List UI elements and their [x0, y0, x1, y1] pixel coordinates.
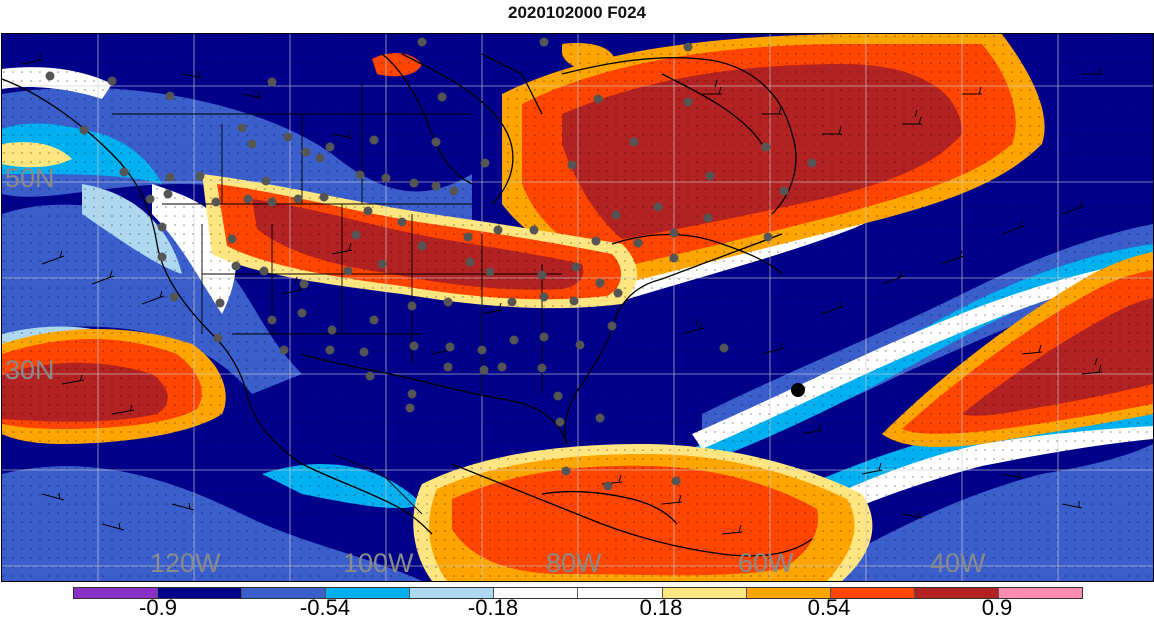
- colorbar-segment: [241, 588, 326, 598]
- lat-label-30n: 30N: [5, 355, 55, 385]
- colorbar-segment: [325, 588, 410, 598]
- colorbar-segment: [577, 588, 662, 598]
- colorbar-segment: [74, 588, 158, 598]
- map-title: 2020102000 F024: [507, 3, 647, 22]
- correlation-map: [2, 34, 1153, 581]
- wind-barbs: [21, 52, 1103, 535]
- colorbar-tick-label: 0.54: [807, 595, 851, 620]
- lon-label-60w: 60W: [738, 548, 794, 578]
- lat-label-50n: 50N: [5, 163, 55, 193]
- colorbar-segment: [157, 588, 242, 598]
- colorbar-tick-label: -0.9: [139, 595, 177, 620]
- colorbar: [73, 587, 1083, 599]
- colorbar-tick-label: 0.18: [639, 595, 683, 620]
- colorbar-segment: [829, 588, 914, 598]
- colorbar-segment: [661, 588, 746, 598]
- map-panel: [1, 33, 1154, 582]
- colorbar-segment: [997, 588, 1082, 598]
- lon-label-40w: 40W: [930, 548, 986, 578]
- colorbar-segment: [913, 588, 998, 598]
- significance-stipple: [2, 34, 1153, 581]
- colorbar-segment: [493, 588, 578, 598]
- graticule: [2, 34, 1153, 581]
- lon-label-80w: 80W: [546, 548, 602, 578]
- coastlines: [2, 53, 813, 557]
- colorbar-tick-label: 0.9: [981, 595, 1013, 620]
- lon-label-100w: 100W: [343, 548, 414, 578]
- colorbar-tick-label: -0.18: [467, 595, 519, 620]
- colorbar-segment: [745, 588, 830, 598]
- colorbar-tick-label: -0.54: [299, 595, 351, 620]
- colorbar-segment: [409, 588, 494, 598]
- station-markers: [45, 37, 817, 491]
- lon-label-120w: 120W: [150, 548, 221, 578]
